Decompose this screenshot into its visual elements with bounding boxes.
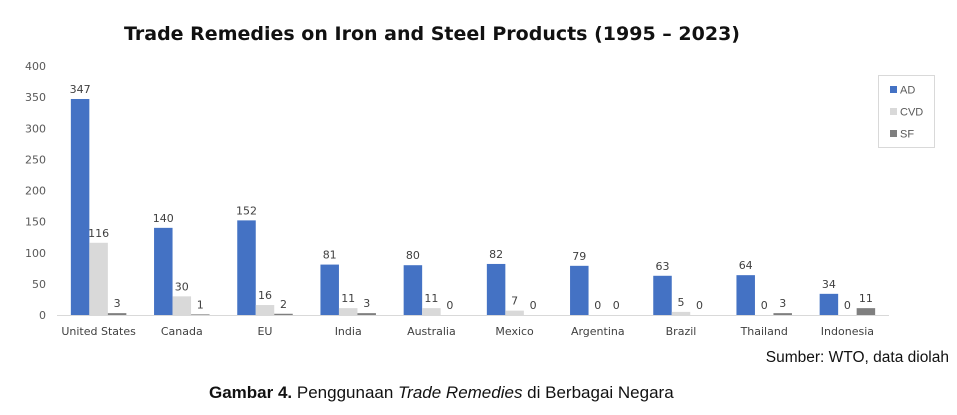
bar-ad-australia xyxy=(403,265,423,315)
x-tick-label: Argentina xyxy=(571,325,625,338)
data-label: 0 xyxy=(530,299,537,312)
data-label: 30 xyxy=(175,280,189,293)
bar-ad-thailand xyxy=(736,275,755,315)
data-label: 0 xyxy=(696,299,703,312)
data-label: 11 xyxy=(341,292,355,305)
y-tick-label: 200 xyxy=(25,185,46,198)
bar-ad-mexico xyxy=(486,263,506,315)
y-tick-label: 50 xyxy=(32,278,46,291)
bar-ad-canada xyxy=(154,227,173,315)
x-tick-label: India xyxy=(335,325,362,338)
bar-sf-indonesia xyxy=(856,308,876,315)
data-label: 11 xyxy=(859,292,873,305)
data-label: 5 xyxy=(678,296,685,309)
chart-title: Trade Remedies on Iron and Steel Product… xyxy=(124,23,740,45)
legend-swatch-ad xyxy=(890,86,897,93)
bar-ad-eu xyxy=(237,220,256,315)
x-tick-label: EU xyxy=(257,325,272,338)
data-label: 64 xyxy=(739,259,753,272)
x-tick-label: Thailand xyxy=(740,325,788,338)
legend-swatch-sf xyxy=(890,130,897,137)
data-label: 80 xyxy=(406,249,420,262)
caption-label: Gambar 4. xyxy=(209,383,293,402)
bar-sf-canada xyxy=(191,314,210,315)
legend-label-ad: AD xyxy=(900,85,915,97)
x-tick-label: Australia xyxy=(407,325,456,338)
y-tick-label: 150 xyxy=(25,216,46,229)
y-tick-label: 0 xyxy=(39,309,46,322)
data-label: 3 xyxy=(363,297,370,310)
figure-caption: Gambar 4. Penggunaan Trade Remedies di B… xyxy=(209,383,674,403)
caption-text-before: Penggunaan xyxy=(292,383,399,402)
x-tick-label: Canada xyxy=(161,325,203,338)
y-tick-label: 350 xyxy=(25,91,46,104)
bar-chart: Trade Remedies on Iron and Steel Product… xyxy=(25,23,935,338)
bar-ad-indonesia xyxy=(819,293,839,315)
bars xyxy=(70,98,876,316)
y-tick-label: 400 xyxy=(25,60,46,73)
y-tick-label: 250 xyxy=(25,153,46,166)
bar-cvd-india xyxy=(338,308,358,315)
data-label: 0 xyxy=(613,299,620,312)
legend-label-sf: SF xyxy=(900,129,914,141)
data-label: 82 xyxy=(489,248,503,261)
source-note: Sumber: WTO, data diolah xyxy=(765,349,949,366)
x-axis: United States Canada EU India Australia Mexic… xyxy=(61,325,874,338)
data-label: 79 xyxy=(572,250,586,263)
data-label: 81 xyxy=(323,249,337,262)
bar-ad-brazil xyxy=(653,275,672,315)
bar-sf-india xyxy=(357,313,376,315)
data-label: 0 xyxy=(844,299,851,312)
bar-cvd-eu xyxy=(255,305,275,315)
y-axis: 0 50 100 150 200 250 300 350 400 xyxy=(25,60,46,322)
data-label: 7 xyxy=(511,295,518,308)
bar-ad-argentina xyxy=(570,265,589,315)
bar-cvd-canada xyxy=(172,296,192,315)
bar-ad-india xyxy=(320,264,339,315)
data-label: 2 xyxy=(280,298,287,311)
caption-text-after: di Berbagai Negara xyxy=(522,383,674,402)
caption-italic: Trade Remedies xyxy=(398,383,523,402)
bar-sf-thailand xyxy=(773,313,792,315)
data-label: 0 xyxy=(761,299,768,312)
x-tick-label: Mexico xyxy=(495,325,534,338)
legend-label-cvd: CVD xyxy=(900,107,923,119)
y-tick-label: 100 xyxy=(25,247,46,260)
y-tick-label: 300 xyxy=(25,122,46,135)
data-label: 0 xyxy=(594,299,601,312)
bar-cvd-united-states xyxy=(89,242,108,315)
data-label: 3 xyxy=(114,297,121,310)
data-label: 116 xyxy=(88,227,109,240)
legend: AD CVD SF xyxy=(878,75,935,148)
data-label: 11 xyxy=(424,292,438,305)
data-label: 16 xyxy=(258,289,272,302)
legend-swatch-cvd xyxy=(890,108,897,115)
data-label: 0 xyxy=(446,299,453,312)
bar-sf-united-states xyxy=(107,313,127,315)
bar-sf-eu xyxy=(274,313,293,315)
bar-cvd-brazil xyxy=(671,311,691,315)
x-tick-label: United States xyxy=(61,325,136,338)
data-label: 152 xyxy=(236,204,257,217)
x-tick-label: Brazil xyxy=(666,325,697,338)
x-tick-label: Indonesia xyxy=(821,325,874,338)
bar-ad-united-states xyxy=(70,98,90,316)
data-label: 1 xyxy=(197,298,204,311)
data-label: 34 xyxy=(822,278,836,291)
bar-cvd-australia xyxy=(422,308,441,315)
data-label: 3 xyxy=(779,297,786,310)
legend-box xyxy=(878,75,935,148)
data-label: 63 xyxy=(656,260,670,273)
data-label: 347 xyxy=(70,83,91,96)
data-label: 140 xyxy=(153,212,174,225)
bar-cvd-mexico xyxy=(505,310,524,315)
